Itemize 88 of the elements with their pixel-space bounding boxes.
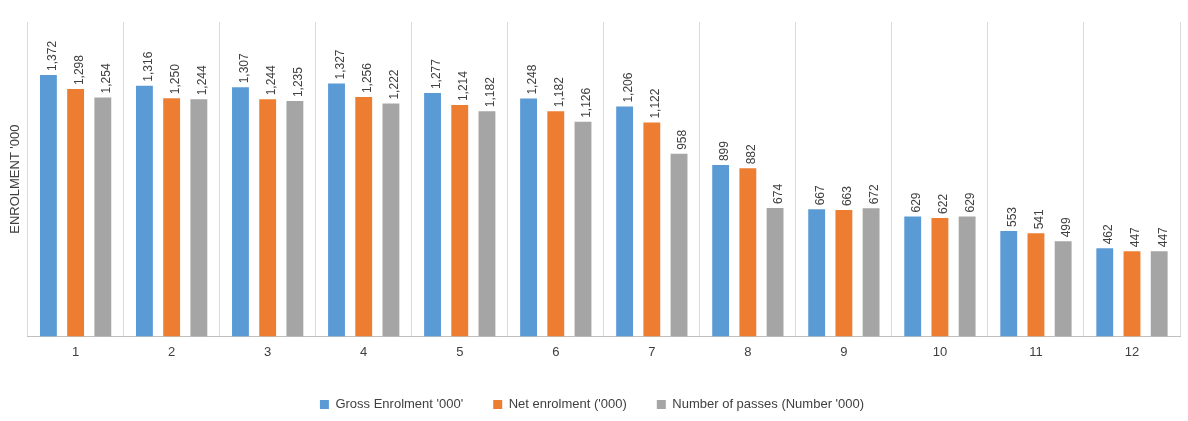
data-label: 667 xyxy=(812,184,827,206)
bar xyxy=(1096,248,1114,337)
data-label: 1,214 xyxy=(456,70,471,102)
data-label: 499 xyxy=(1059,216,1074,238)
y-axis-title: ENROLMENT '000 xyxy=(7,124,23,234)
bar xyxy=(958,216,976,337)
x-tick-label: 11 xyxy=(1029,343,1043,359)
bar xyxy=(1150,251,1168,337)
data-label: 553 xyxy=(1005,206,1020,228)
data-label: 1,256 xyxy=(360,62,375,94)
bar xyxy=(232,87,249,337)
bar xyxy=(547,111,565,337)
x-tick-label: 5 xyxy=(456,343,464,359)
data-label: 1,244 xyxy=(264,65,278,96)
bar xyxy=(931,217,949,337)
bar xyxy=(520,98,538,337)
legend-label: Net enrolment ('000) xyxy=(508,396,627,412)
data-label: 1,235 xyxy=(291,66,306,98)
bar xyxy=(355,97,373,337)
bar xyxy=(862,208,880,337)
x-tick-label: 6 xyxy=(552,343,560,359)
bar xyxy=(136,85,153,337)
bar xyxy=(1000,231,1018,337)
bar xyxy=(259,99,277,337)
data-label: 1,182 xyxy=(483,76,498,108)
bar xyxy=(424,93,441,337)
bar xyxy=(39,74,57,337)
data-label: 1,122 xyxy=(648,88,663,119)
bar xyxy=(286,101,304,337)
data-label: 899 xyxy=(716,140,731,162)
bar xyxy=(835,210,853,337)
data-label: 447 xyxy=(1155,226,1170,248)
x-tick-label: 4 xyxy=(360,343,368,359)
data-label: 541 xyxy=(1032,208,1047,230)
data-label: 1,126 xyxy=(579,87,594,118)
bar xyxy=(190,99,208,337)
bar xyxy=(616,106,634,337)
legend-label: Number of passes (Number '000) xyxy=(672,396,865,412)
x-tick-label: 10 xyxy=(932,343,948,359)
x-tick-label: 8 xyxy=(744,343,752,359)
bar xyxy=(1123,251,1141,337)
bar xyxy=(1027,233,1045,337)
x-tick-label: 12 xyxy=(1124,343,1140,359)
data-label: 1,248 xyxy=(524,64,539,95)
bar xyxy=(574,121,592,337)
x-tick-label: 3 xyxy=(264,343,272,359)
data-label: 674 xyxy=(771,183,786,204)
bar xyxy=(67,89,85,337)
data-label: 1,277 xyxy=(428,58,443,90)
data-label: 1,327 xyxy=(332,49,347,80)
data-label: 1,206 xyxy=(620,72,635,103)
bar xyxy=(766,207,784,337)
bar xyxy=(712,165,730,337)
data-label: 1,372 xyxy=(44,40,59,71)
bar xyxy=(1054,241,1072,337)
data-label: 882 xyxy=(744,143,759,165)
x-tick-label: 1 xyxy=(72,343,80,359)
data-label: 1,298 xyxy=(71,54,86,86)
data-label: 462 xyxy=(1101,224,1116,245)
data-label: 672 xyxy=(867,184,882,205)
bar xyxy=(163,98,181,337)
data-label: 447 xyxy=(1128,226,1143,248)
bar xyxy=(808,209,826,337)
bar xyxy=(643,122,661,337)
bar xyxy=(328,83,345,337)
data-label: 629 xyxy=(963,192,978,213)
data-label: 622 xyxy=(936,193,951,214)
x-tick-label: 2 xyxy=(168,343,176,359)
bar xyxy=(94,97,112,337)
legend-label: Gross Enrolment '000' xyxy=(335,396,464,412)
data-label: 1,244 xyxy=(195,65,210,96)
x-tick-label: 9 xyxy=(840,343,848,359)
bar xyxy=(478,111,496,337)
bar xyxy=(382,103,400,337)
data-label: 1,182 xyxy=(552,76,567,108)
x-tick-label: 7 xyxy=(648,343,656,359)
bar xyxy=(451,105,469,337)
data-label: 1,307 xyxy=(236,53,251,84)
bar xyxy=(670,153,688,337)
bar xyxy=(904,216,922,337)
data-label: 1,254 xyxy=(99,63,114,94)
data-label: 663 xyxy=(840,185,855,207)
data-label: 629 xyxy=(909,192,924,213)
data-label: 958 xyxy=(675,129,690,150)
bar xyxy=(739,168,757,337)
data-label: 1,222 xyxy=(387,69,402,100)
data-label: 1,250 xyxy=(167,63,182,95)
data-label: 1,316 xyxy=(140,51,155,82)
